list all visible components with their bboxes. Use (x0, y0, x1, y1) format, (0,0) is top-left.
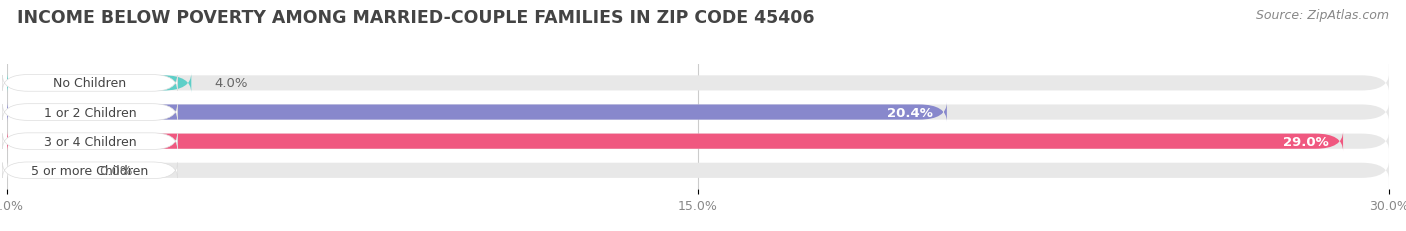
Text: 5 or more Children: 5 or more Children (31, 164, 149, 177)
FancyBboxPatch shape (7, 74, 1389, 93)
FancyBboxPatch shape (7, 103, 1389, 122)
FancyBboxPatch shape (7, 132, 1389, 151)
Text: 29.0%: 29.0% (1284, 135, 1329, 148)
FancyBboxPatch shape (3, 162, 177, 179)
FancyBboxPatch shape (7, 74, 191, 93)
Text: INCOME BELOW POVERTY AMONG MARRIED-COUPLE FAMILIES IN ZIP CODE 45406: INCOME BELOW POVERTY AMONG MARRIED-COUPL… (17, 9, 814, 27)
Text: No Children: No Children (53, 77, 127, 90)
FancyBboxPatch shape (3, 75, 177, 92)
FancyBboxPatch shape (7, 132, 1343, 151)
FancyBboxPatch shape (3, 104, 177, 121)
Text: 3 or 4 Children: 3 or 4 Children (44, 135, 136, 148)
Text: Source: ZipAtlas.com: Source: ZipAtlas.com (1256, 9, 1389, 22)
Text: 20.4%: 20.4% (887, 106, 934, 119)
Text: 4.0%: 4.0% (214, 77, 247, 90)
Text: 0.0%: 0.0% (100, 164, 132, 177)
FancyBboxPatch shape (7, 161, 1389, 180)
FancyBboxPatch shape (3, 133, 177, 150)
Text: 1 or 2 Children: 1 or 2 Children (44, 106, 136, 119)
FancyBboxPatch shape (7, 103, 946, 122)
